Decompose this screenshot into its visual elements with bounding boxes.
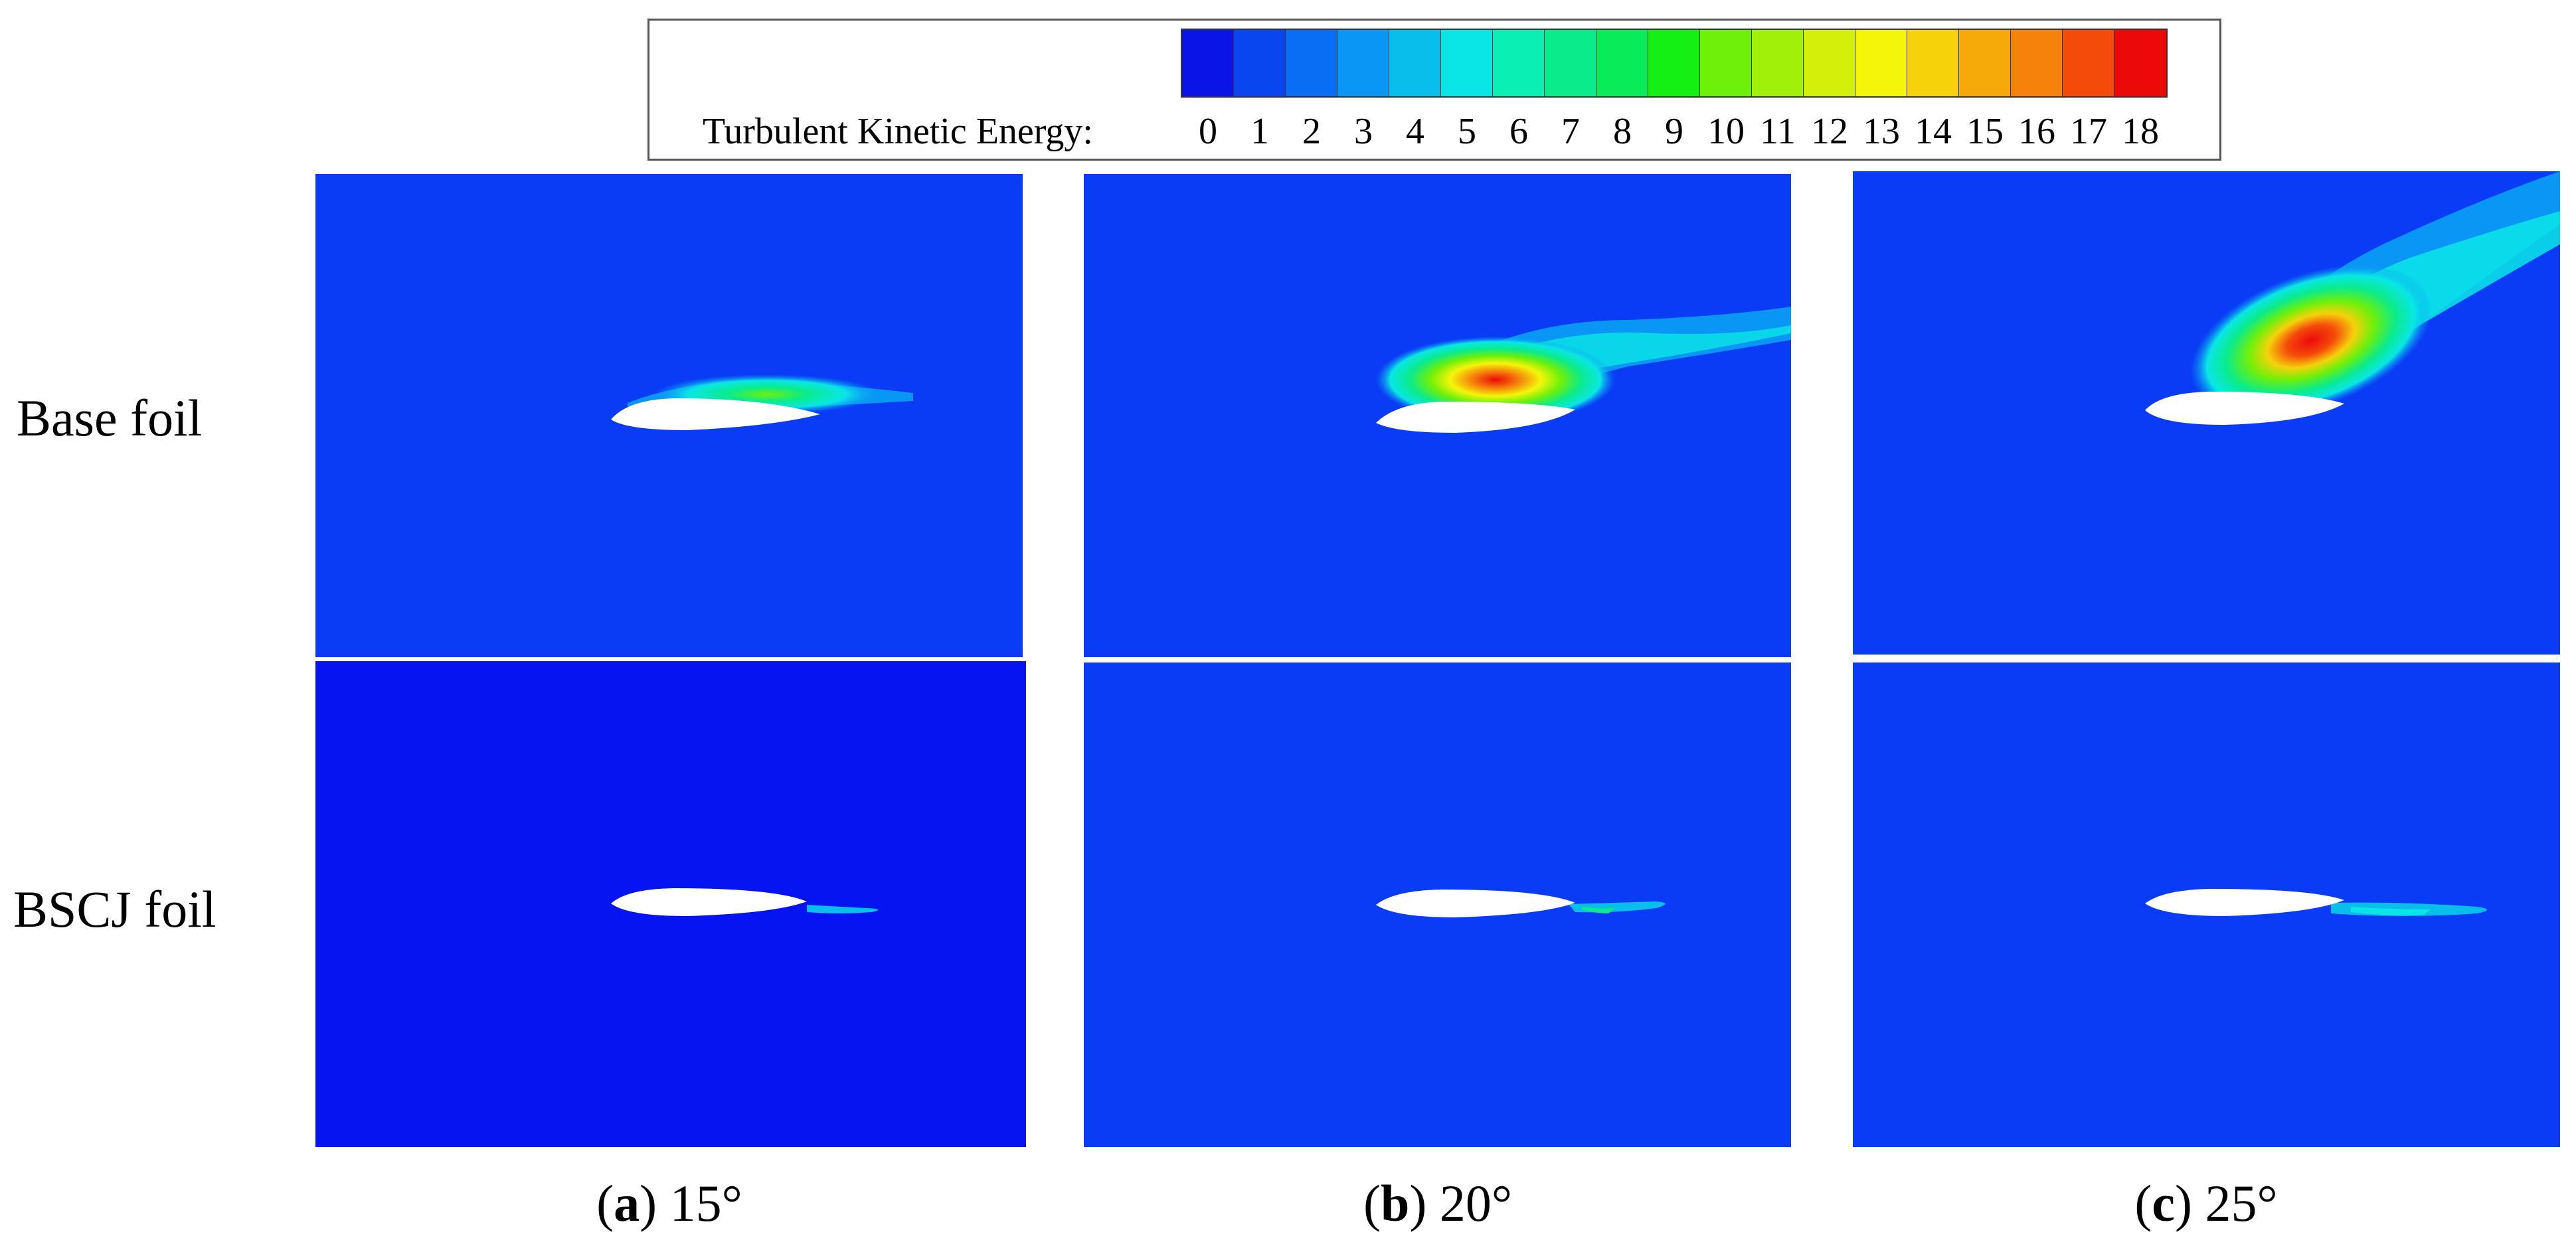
- colorbar-swatch-5: [1441, 30, 1493, 96]
- colorbar-swatch-16: [2011, 30, 2063, 96]
- colorbar-tick-label: 17: [2070, 111, 2107, 152]
- colorbar-swatch-17: [2063, 30, 2114, 96]
- caption-b: (b) 20°: [1363, 1174, 1513, 1232]
- colorbar-tick-label: 11: [1760, 111, 1796, 152]
- colorbar-swatch-7: [1545, 30, 1596, 96]
- colorbar-tick-label: 10: [1707, 111, 1745, 152]
- panel-bscj-foil-25: [1853, 662, 2560, 1147]
- colorbar-swatch-6: [1493, 30, 1545, 96]
- colorbar-tick-label: 18: [2122, 111, 2159, 152]
- colorbar-swatch-8: [1596, 30, 1648, 96]
- panel-base-foil-25: [1853, 171, 2560, 655]
- colorbar-swatch-4: [1389, 30, 1441, 96]
- row-label-base-foil: Base foil: [17, 389, 203, 447]
- colorbar-swatch-0: [1182, 30, 1234, 96]
- colorbar-tick-label: 3: [1354, 111, 1373, 152]
- airfoil-shape: [611, 888, 807, 916]
- colorbar-tick-label: 6: [1509, 111, 1528, 152]
- colorbar-swatch-10: [1700, 30, 1752, 96]
- colorbar-tick-label: 1: [1250, 111, 1269, 152]
- colorbar-swatch-12: [1804, 30, 1855, 96]
- panel-base-foil-15: [315, 174, 1023, 657]
- colorbar-swatch-18: [2114, 30, 2166, 96]
- colorbar-tick-label: 7: [1561, 111, 1580, 152]
- colorbar-tick-label: 13: [1863, 111, 1900, 152]
- colorbar-tick-label: 2: [1302, 111, 1321, 152]
- colorbar-tick-label: 16: [2018, 111, 2055, 152]
- row-label-bscj-foil: BSCJ foil: [13, 880, 216, 938]
- colorbar-swatch-3: [1337, 30, 1389, 96]
- airfoil-shape: [1376, 890, 1575, 917]
- colorbar-tick-label: 0: [1199, 111, 1217, 152]
- caption-c: (c) 25°: [2134, 1174, 2278, 1232]
- colorbar-swatch-2: [1286, 30, 1337, 96]
- colorbar-tick-label: 5: [1458, 111, 1476, 152]
- colorbar-tick-label: 14: [1915, 111, 1952, 152]
- panel-bscj-foil-20: [1084, 662, 1791, 1147]
- colorbar-tick-label: 8: [1613, 111, 1632, 152]
- panel-base-foil-20: [1084, 174, 1791, 657]
- airfoil-shape: [611, 398, 820, 430]
- colorbar-tick-label: 15: [1966, 111, 2004, 152]
- colorbar-swatch-11: [1752, 30, 1804, 96]
- airfoil-shape: [2145, 392, 2344, 425]
- caption-a: (a) 15°: [596, 1174, 742, 1232]
- colorbar-swatch-9: [1648, 30, 1700, 96]
- colorbar-tick-label: 4: [1406, 111, 1424, 152]
- colorbar-tick-label: 12: [1811, 111, 1848, 152]
- airfoil-shape: [1376, 402, 1575, 433]
- colorbar: [1181, 29, 2168, 98]
- colorbar-ticks: 0 1 2 3 4 5 6 7 8 9 10 11 12 13 14 15 16 17 18: [1181, 110, 2190, 157]
- colorbar-swatch-13: [1855, 30, 1907, 96]
- colorbar-swatch-15: [1959, 30, 2011, 96]
- panel-bscj-foil-15: [315, 661, 1026, 1147]
- colorbar-legend: Turbulent Kinetic Energy: 0 1 2 3 4 5 6 7 8 9 10 11…: [647, 19, 2221, 161]
- colorbar-swatch-1: [1234, 30, 1286, 96]
- colorbar-tick-label: 9: [1665, 111, 1683, 152]
- colorbar-swatch-14: [1907, 30, 1959, 96]
- airfoil-shape: [2145, 889, 2344, 916]
- legend-title: Turbulent Kinetic Energy:: [703, 111, 1093, 152]
